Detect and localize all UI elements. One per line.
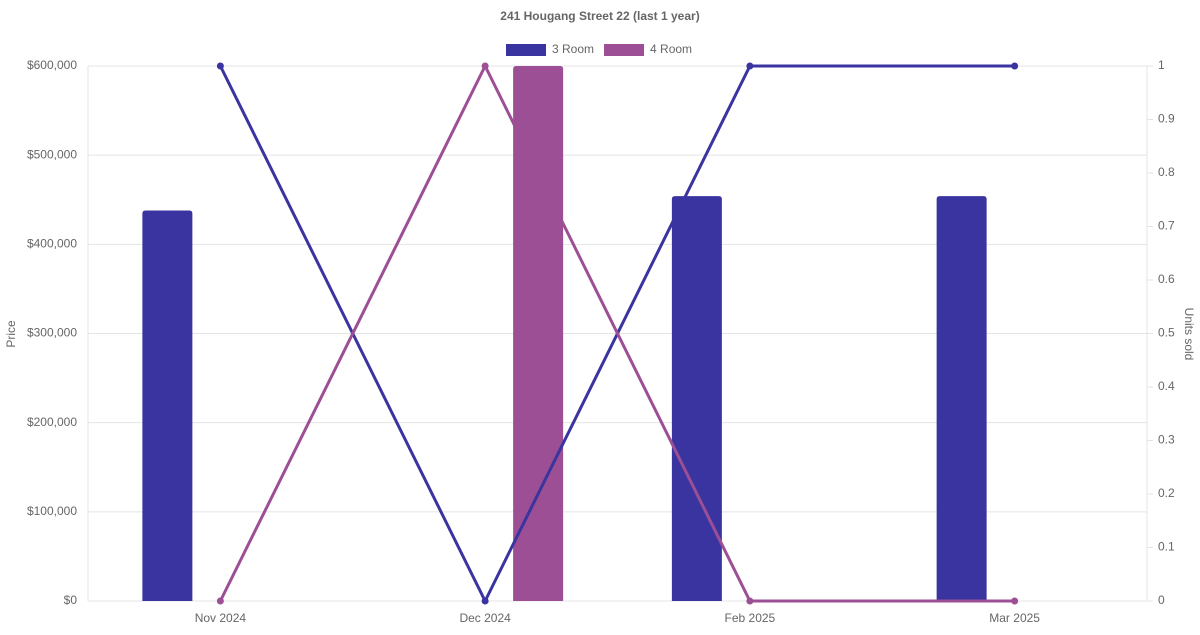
y2-tick-label: 0.8 [1158,165,1175,179]
y-tick-label: $0 [64,593,78,607]
y2-tick-label: 0.5 [1158,326,1175,340]
y2-tick-label: 0.3 [1158,433,1175,447]
y-axis-title: Price [4,320,18,348]
y2-tick-label: 0.9 [1158,112,1175,126]
y-tick-label: $400,000 [27,237,77,251]
units-point [1011,62,1019,70]
bar [513,66,564,601]
legend-swatch [604,44,645,56]
y2-tick-label: 0.4 [1158,379,1175,393]
x-tick-label: Nov 2024 [195,611,247,625]
bar [936,196,987,601]
y-tick-label: $100,000 [27,504,77,518]
y2-tick-label: 0 [1158,593,1165,607]
y2-axis-title: Units sold [1182,308,1196,361]
y2-tick-label: 0.6 [1158,272,1175,286]
y2-tick-label: 0.1 [1158,540,1175,554]
y-tick-label: $600,000 [27,58,77,72]
legend-label: 3 Room [552,42,594,56]
units-point [481,597,489,605]
units-point [216,62,224,70]
units-point [1011,597,1019,605]
y-tick-label: $500,000 [27,147,77,161]
units-point [481,62,489,70]
y-tick-label: $200,000 [27,415,77,429]
units-point [746,597,754,605]
bar [142,210,193,601]
units-line [219,62,1015,603]
y2-tick-label: 0.7 [1158,219,1175,233]
y2-tick-label: 1 [1158,58,1165,72]
legend-label: 4 Room [650,42,692,56]
y-tick-label: $300,000 [27,326,77,340]
units-point [216,597,224,605]
x-tick-label: Feb 2025 [725,611,776,625]
x-tick-label: Dec 2024 [459,611,511,625]
legend-swatch [506,44,546,56]
chart-title: 241 Hougang Street 22 (last 1 year) [500,9,699,23]
units-point [746,62,754,70]
bar [671,196,722,601]
x-tick-label: Mar 2025 [989,611,1040,625]
y2-tick-label: 0.2 [1158,486,1175,500]
